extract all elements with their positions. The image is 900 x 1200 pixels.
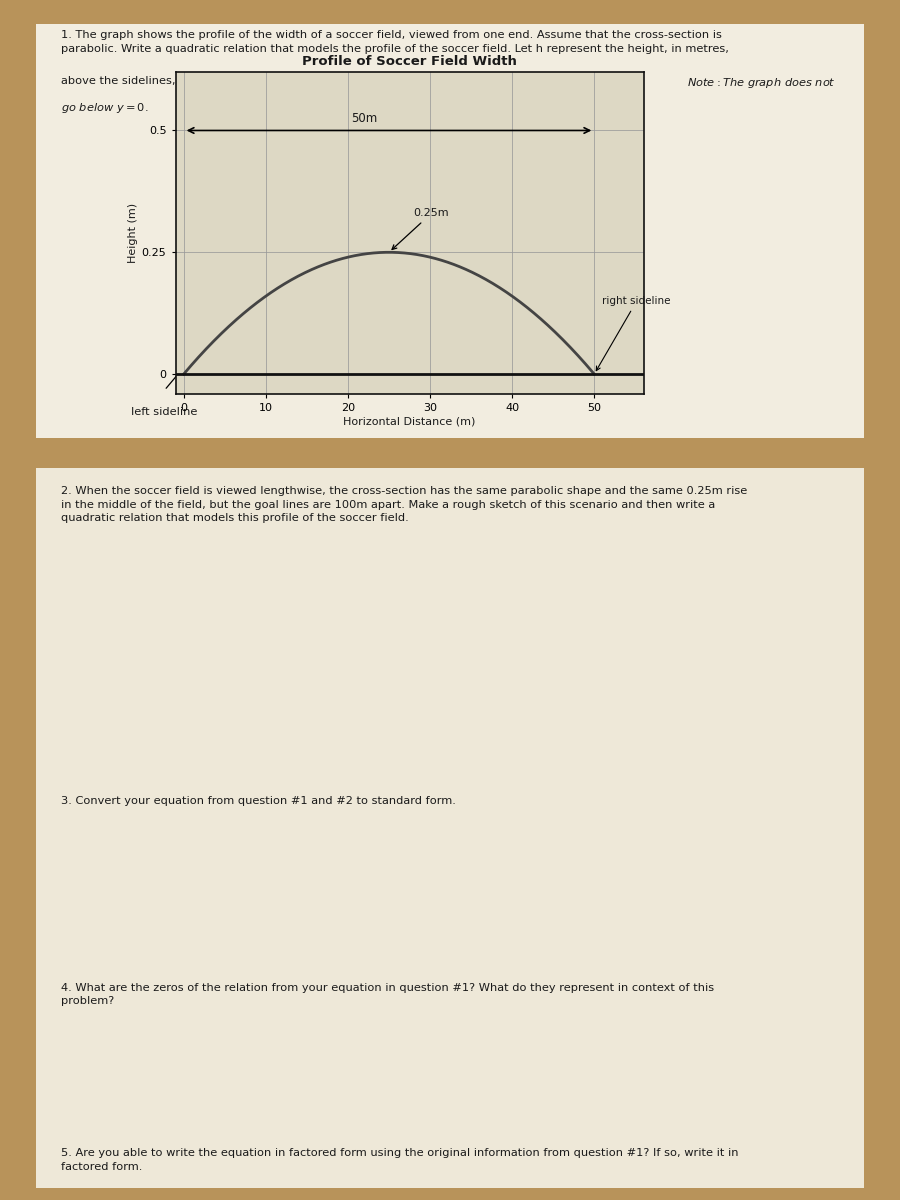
Text: right sideline: right sideline xyxy=(597,296,670,371)
Title: Profile of Soccer Field Width: Profile of Soccer Field Width xyxy=(302,55,517,68)
Text: 1. The graph shows the profile of the width of a soccer field, viewed from one e: 1. The graph shows the profile of the wi… xyxy=(61,30,729,54)
Text: 0.25m: 0.25m xyxy=(392,209,449,250)
Text: $\it{Note: The\ graph\ does\ not}$: $\it{Note: The\ graph\ does\ not}$ xyxy=(687,76,835,90)
Y-axis label: Height (m): Height (m) xyxy=(128,203,138,263)
Text: 3. Convert your equation from question #1 and #2 to standard form.: 3. Convert your equation from question #… xyxy=(61,796,455,805)
Text: 4. What are the zeros of the relation from your equation in question #1? What do: 4. What are the zeros of the relation fr… xyxy=(61,983,714,1007)
Text: $\it{go\ below\ y = 0.}$: $\it{go\ below\ y = 0.}$ xyxy=(61,101,148,114)
Text: left sideline: left sideline xyxy=(131,407,197,416)
X-axis label: Horizontal Distance (m): Horizontal Distance (m) xyxy=(343,416,476,427)
Text: above the sidelines, and d represent the horizontal distance, in metres, from th: above the sidelines, and d represent the… xyxy=(61,76,599,85)
Text: 2. When the soccer field is viewed lengthwise, the cross-section has the same pa: 2. When the soccer field is viewed lengt… xyxy=(61,486,747,523)
Text: 50m: 50m xyxy=(351,112,377,125)
Text: 5. Are you able to write the equation in factored form using the original inform: 5. Are you able to write the equation in… xyxy=(61,1148,738,1172)
